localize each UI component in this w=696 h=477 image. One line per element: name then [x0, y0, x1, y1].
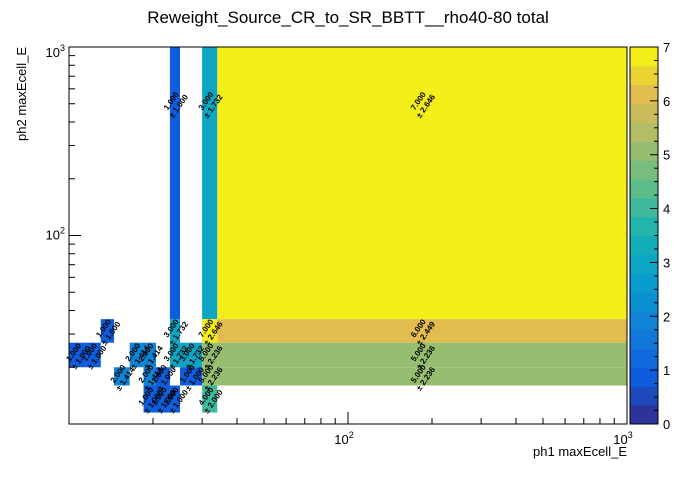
- colorbar-segment: [630, 47, 658, 67]
- heatmap-cell: [202, 319, 218, 343]
- colorbar-segment: [630, 367, 658, 387]
- colorbar-segment: [630, 235, 658, 255]
- heatmap-cell: [180, 367, 203, 386]
- heatmap-cell: [169, 385, 181, 413]
- colorbar-segment: [630, 65, 658, 86]
- colorbar-segment: [630, 197, 658, 218]
- heatmap-cell: [129, 342, 144, 368]
- heatmap-cell: [85, 342, 101, 368]
- colorbar-tick-label: 3: [663, 255, 670, 270]
- y-tick-label: 102: [46, 226, 65, 243]
- colorbar-tick-label: 7: [663, 40, 670, 55]
- x-tick-label: 102: [334, 430, 353, 447]
- heatmap-cell: [143, 342, 156, 368]
- heatmap-cell: [114, 367, 130, 386]
- chart-title: Reweight_Source_CR_to_SR_BBTT__rho40-80 …: [147, 8, 549, 27]
- colorbar-segment: [630, 329, 658, 350]
- colorbar-tick-label: 5: [663, 148, 670, 163]
- colorbar-segment: [630, 84, 658, 105]
- heatmap-cell: [202, 47, 218, 320]
- colorbar-segment: [630, 141, 658, 161]
- x-tick-label: 103: [613, 430, 632, 447]
- heatmap-cell: [155, 367, 170, 386]
- colorbar-tick-label: 4: [663, 202, 670, 217]
- colorbar-tick-label: 6: [663, 94, 670, 109]
- heatmap-cell: [202, 342, 218, 368]
- colorbar-tick-label: 2: [663, 309, 670, 324]
- colorbar-segment: [630, 310, 658, 331]
- heatmap-cell: [217, 319, 627, 343]
- y-axis-label: ph2 maxEcell_E: [14, 47, 29, 141]
- heatmap-cell: [169, 319, 181, 343]
- colorbar-segment: [630, 216, 658, 236]
- heatmap-cell: [202, 367, 218, 386]
- heatmap-cell: [217, 47, 627, 320]
- heatmap-cell: [169, 47, 181, 320]
- heatmap-cell: [217, 367, 627, 386]
- colorbar-segment: [630, 178, 658, 199]
- colorbar-segment: [630, 160, 658, 180]
- heatmap-cell: [155, 385, 170, 413]
- heatmap-cell: [180, 342, 203, 368]
- colorbar-segment: [630, 348, 658, 368]
- heatmap-cell: [100, 319, 115, 343]
- colorbar-segment: [630, 273, 658, 293]
- colorbar-segment: [630, 386, 658, 406]
- colorbar-segment: [630, 405, 658, 425]
- heatmap-cell: [69, 342, 86, 368]
- colorbar-segment: [630, 254, 658, 274]
- y-tick-label: 103: [46, 43, 65, 60]
- heatmap-cell: [202, 385, 218, 413]
- colorbar-segment: [630, 292, 658, 312]
- heatmap-cell: [217, 342, 627, 368]
- colorbar-segment: [630, 103, 658, 123]
- heatmap-cell: [143, 367, 156, 386]
- heatmap-cell: [143, 385, 156, 413]
- heatmap-cell: [169, 342, 181, 368]
- x-axis-label: ph1 maxEcell_E: [533, 444, 627, 459]
- colorbar-tick-label: 1: [663, 363, 670, 378]
- colorbar-segment: [630, 122, 658, 142]
- colorbar-tick-label: 0: [663, 417, 670, 432]
